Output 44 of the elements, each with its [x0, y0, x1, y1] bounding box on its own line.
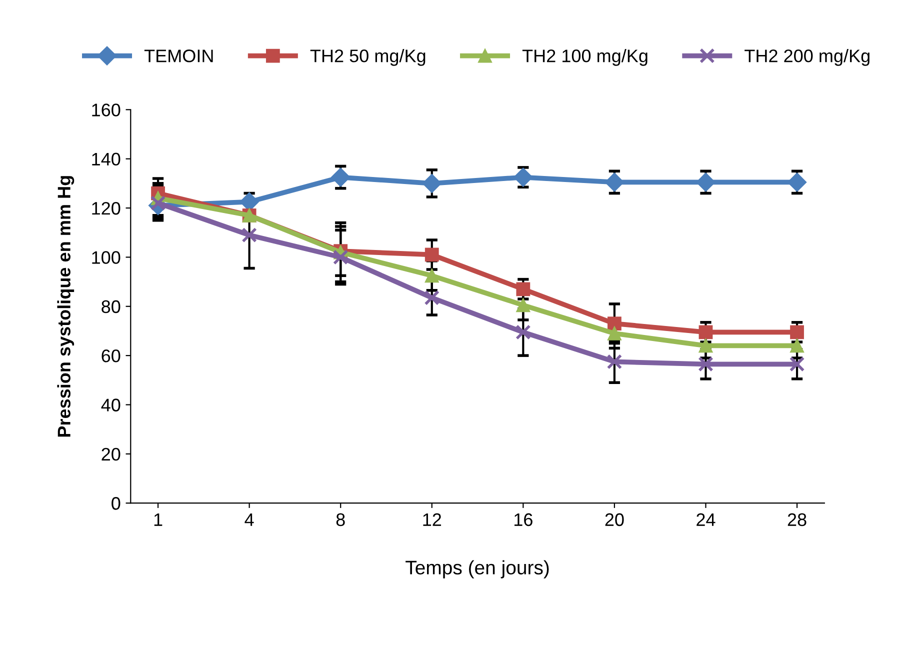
point — [698, 325, 713, 340]
y-tick-label: 80 — [102, 300, 120, 314]
x-tick-label: 12 — [423, 513, 442, 526]
y-axis-title: Pression systolique en mm Hg — [57, 176, 74, 437]
point — [516, 324, 531, 340]
point — [608, 316, 622, 331]
point — [331, 168, 350, 187]
point — [789, 356, 805, 372]
legend-label: TH2 50 mg/Kg — [310, 49, 426, 66]
point — [424, 248, 439, 262]
point — [424, 290, 440, 306]
legend-label: TH2 100 mg/Kg — [522, 49, 648, 66]
point — [242, 227, 257, 243]
y-tick-label: 100 — [92, 251, 120, 264]
x-axis-title: Temps (en jours) — [406, 560, 549, 578]
x-tick-label: 16 — [514, 513, 532, 526]
point — [790, 325, 804, 340]
point — [790, 338, 804, 353]
x-tick-label: 24 — [696, 513, 716, 526]
x-tick-label: 28 — [788, 513, 806, 526]
x-tick-label: 1 — [154, 513, 162, 526]
y-tick-label: 40 — [101, 398, 120, 412]
point — [698, 338, 713, 353]
point — [604, 172, 624, 192]
x-tick-label: 8 — [336, 513, 345, 526]
y-tick-label: 60 — [102, 349, 120, 362]
point — [696, 172, 716, 192]
point — [606, 354, 622, 370]
point — [150, 195, 166, 211]
legend-label: TH2 200 mg/Kg — [744, 49, 870, 66]
y-tick-label: 140 — [92, 152, 120, 166]
x-tick-label: 20 — [605, 513, 624, 526]
point — [422, 174, 442, 193]
x-tick-label: 4 — [244, 513, 254, 526]
y-tick-label: 120 — [92, 202, 120, 215]
y-tick-label: 20 — [102, 448, 120, 461]
point — [516, 282, 530, 296]
point — [424, 268, 439, 283]
legend-label: TEMOIN — [144, 50, 213, 62]
point — [516, 298, 530, 312]
y-tick-label: 160 — [92, 104, 120, 116]
y-tick-label: 0 — [112, 497, 120, 510]
point — [698, 356, 714, 372]
point — [332, 250, 348, 265]
